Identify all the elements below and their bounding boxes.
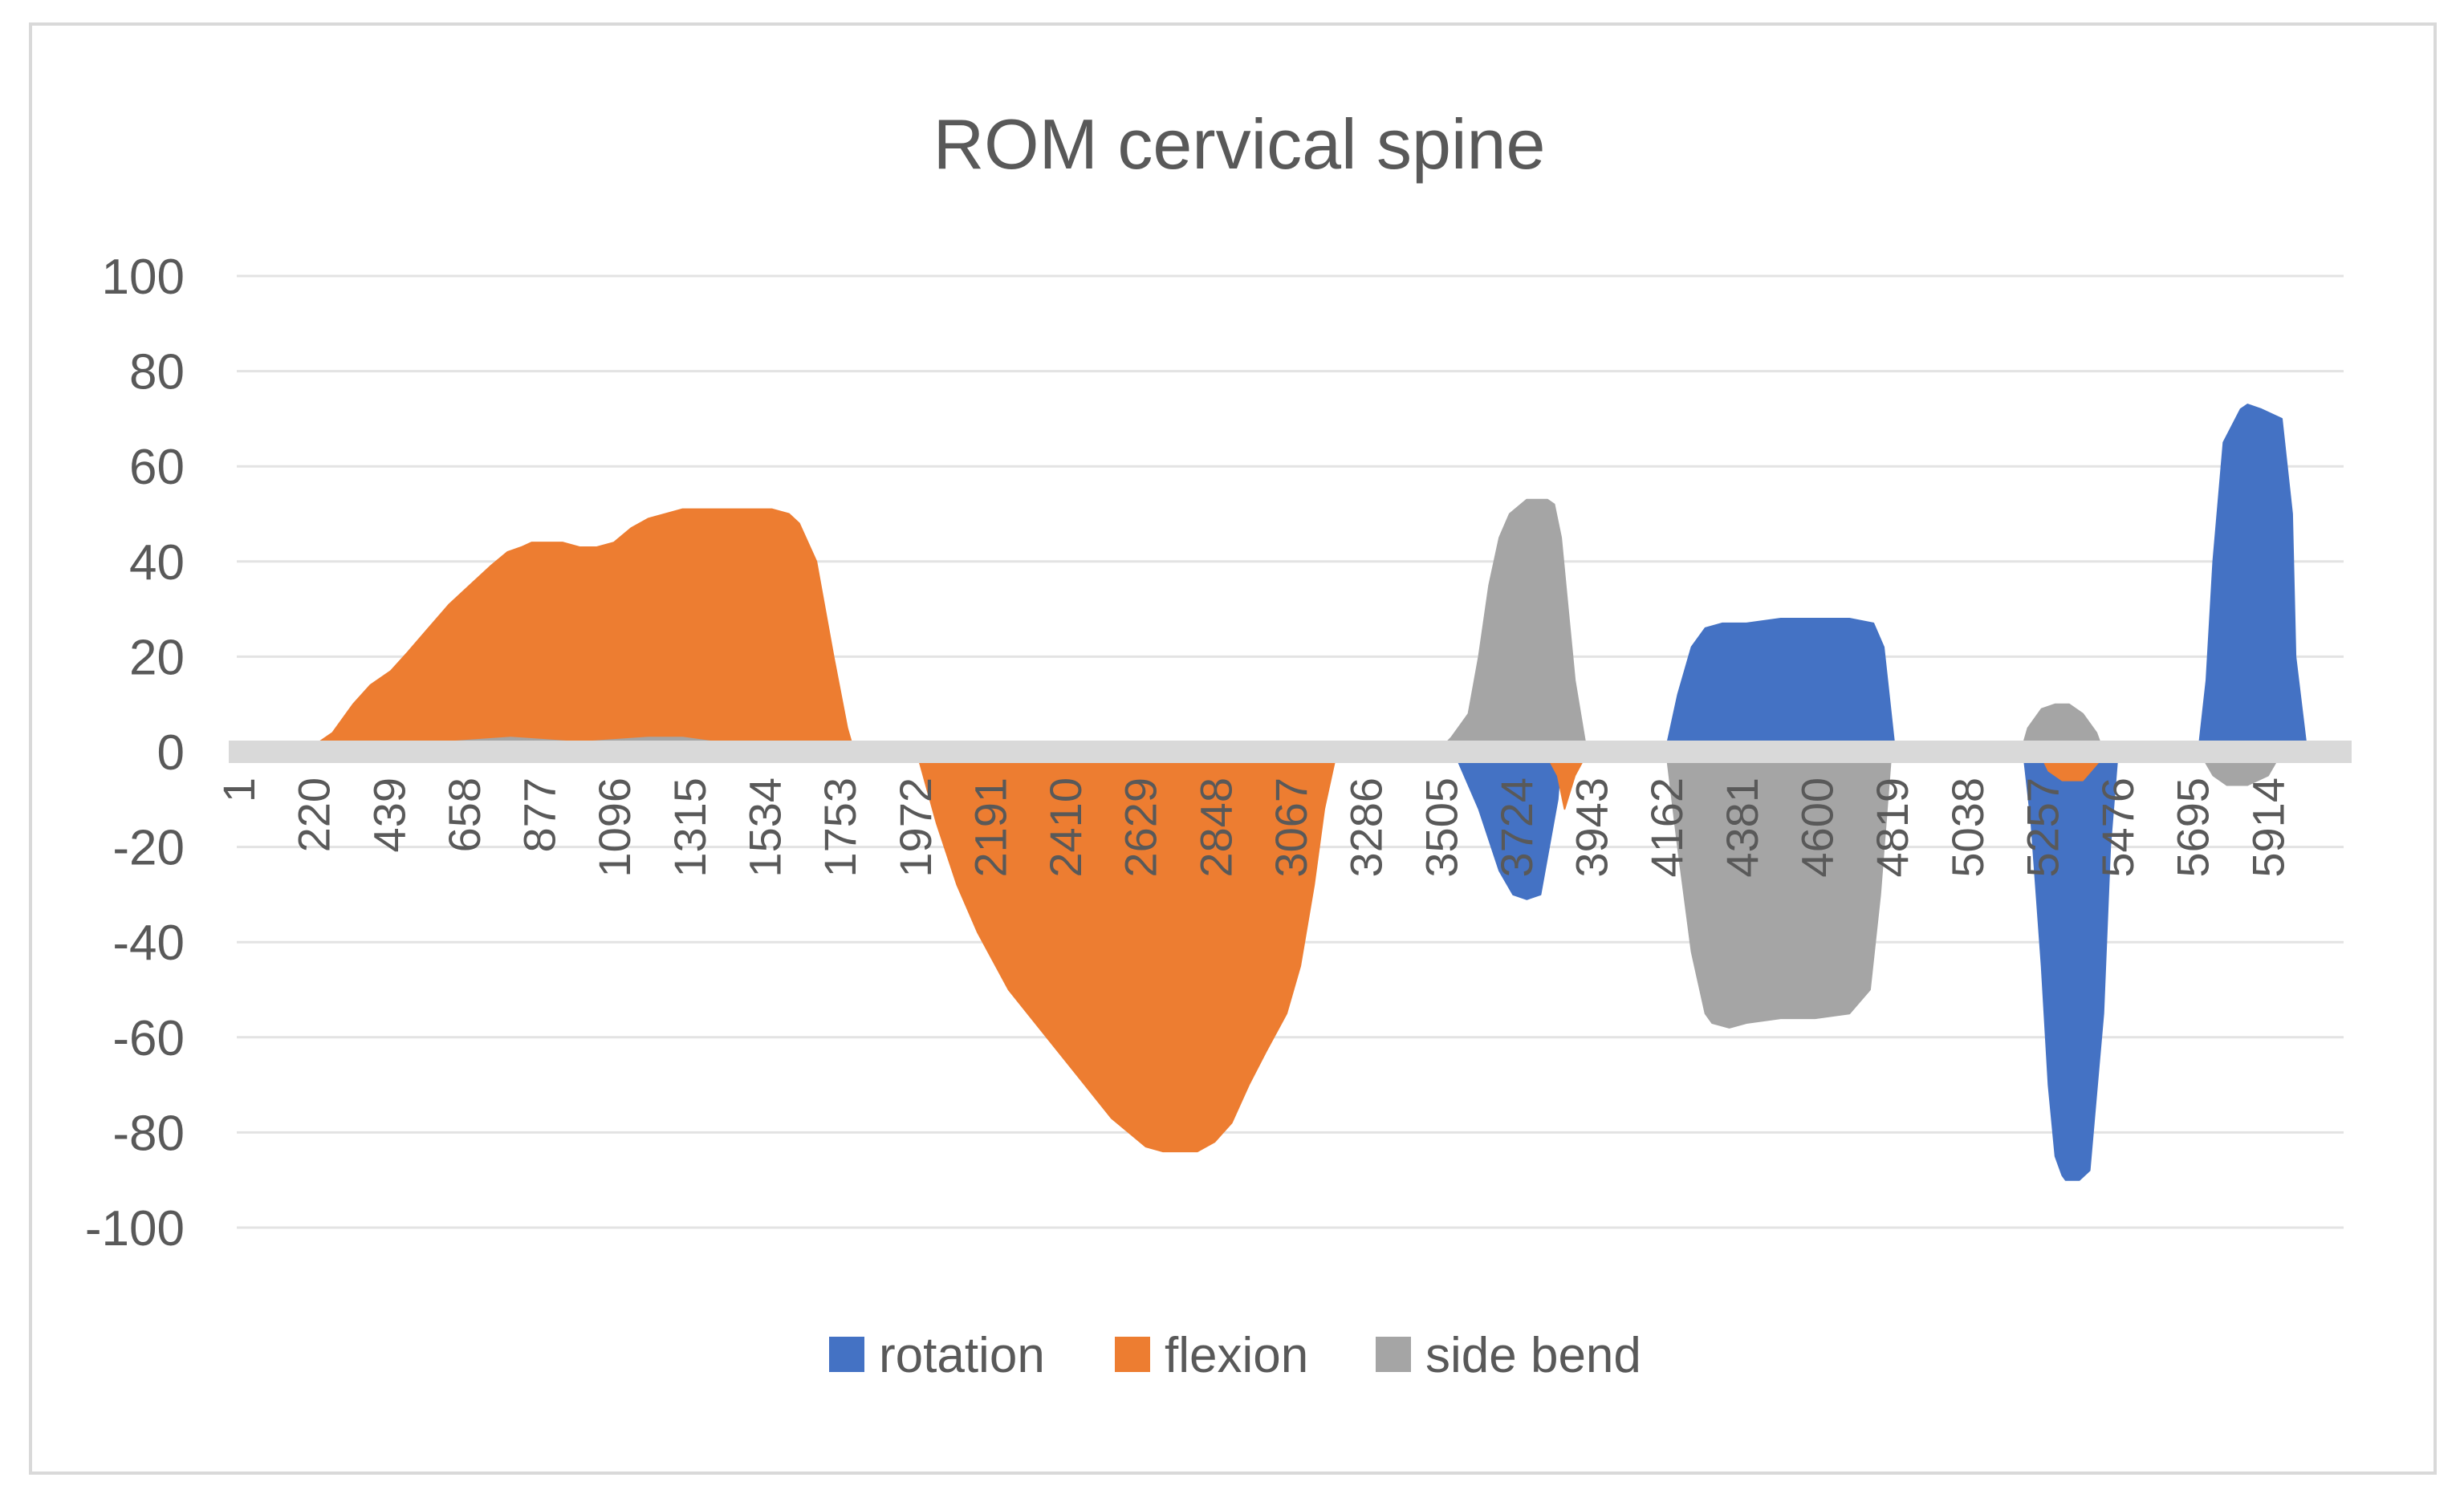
legend-swatch-rotation <box>829 1337 864 1372</box>
x-tick-label: 658 <box>439 777 490 852</box>
x-tick-label: 2191 <box>965 777 1015 878</box>
x-tick-label: 3067 <box>1266 777 1316 878</box>
y-tick-label: 20 <box>129 630 185 685</box>
x-tick-label: 5038 <box>1942 777 1993 878</box>
x-axis: 1 220 439 658 877 1096 1315 1534 1753 1972 2191 241… <box>213 777 2293 878</box>
y-tick-label: -80 <box>112 1106 185 1161</box>
x-tick-label: 439 <box>364 777 414 852</box>
legend-label-rotation: rotation <box>879 1328 1045 1383</box>
legend: rotation flexion side bend <box>829 1328 1641 1383</box>
x-tick-label: 2629 <box>1116 777 1166 878</box>
chart-title: ROM cervical spine <box>933 104 1546 184</box>
y-axis: 100 80 60 40 20 0 -20 -40 -60 -80 -100 <box>85 250 185 1256</box>
x-tick-label: 5914 <box>2242 777 2293 878</box>
y-tick-label: 100 <box>102 250 185 305</box>
x-tick-label: 4819 <box>1867 777 1917 878</box>
x-tick-label: 1972 <box>890 777 941 878</box>
x-tick-label: 4162 <box>1641 777 1692 878</box>
x-tick-label: 3724 <box>1491 777 1542 878</box>
y-tick-label: 40 <box>129 535 185 591</box>
x-tick-label: 2410 <box>1040 777 1091 878</box>
x-tick-label: 3943 <box>1567 777 1617 878</box>
x-tick-label: 4600 <box>1792 777 1843 878</box>
x-tick-label: 5695 <box>2168 777 2218 878</box>
x-tick-label: 3286 <box>1341 777 1392 878</box>
x-tick-label: 1 <box>213 777 264 802</box>
zero-axis <box>229 741 2352 763</box>
y-tick-label: 80 <box>129 345 185 400</box>
zero-axis-band <box>229 741 2352 763</box>
legend-label-side-bend: side bend <box>1425 1328 1641 1383</box>
y-tick-label: 60 <box>129 440 185 495</box>
y-tick-label: 0 <box>157 725 185 781</box>
x-tick-label: 1534 <box>740 777 791 878</box>
legend-label-flexion: flexion <box>1165 1328 1308 1383</box>
x-tick-label: 5257 <box>2017 777 2068 878</box>
x-tick-label: 4381 <box>1717 777 1767 878</box>
legend-swatch-side-bend <box>1376 1337 1411 1372</box>
chart: ROM cervical spine 100 80 60 40 20 0 -20 -40 -60… <box>85 104 2352 1383</box>
y-tick-label: -100 <box>85 1201 185 1256</box>
x-tick-label: 220 <box>289 777 340 852</box>
y-tick-label: -60 <box>112 1011 185 1066</box>
x-tick-label: 1096 <box>589 777 640 878</box>
x-tick-label: 3505 <box>1416 777 1466 878</box>
x-tick-label: 5476 <box>2092 777 2143 878</box>
x-tick-label: 1753 <box>815 777 865 878</box>
y-tick-label: -40 <box>112 915 185 971</box>
x-tick-label: 877 <box>514 777 565 852</box>
y-tick-label: -20 <box>112 821 185 876</box>
x-tick-label: 1315 <box>665 777 715 878</box>
legend-swatch-flexion <box>1115 1337 1150 1372</box>
chart-frame: ROM cervical spine 100 80 60 40 20 0 -20 -40 -60… <box>29 22 2437 1475</box>
x-tick-label: 2848 <box>1190 777 1241 878</box>
